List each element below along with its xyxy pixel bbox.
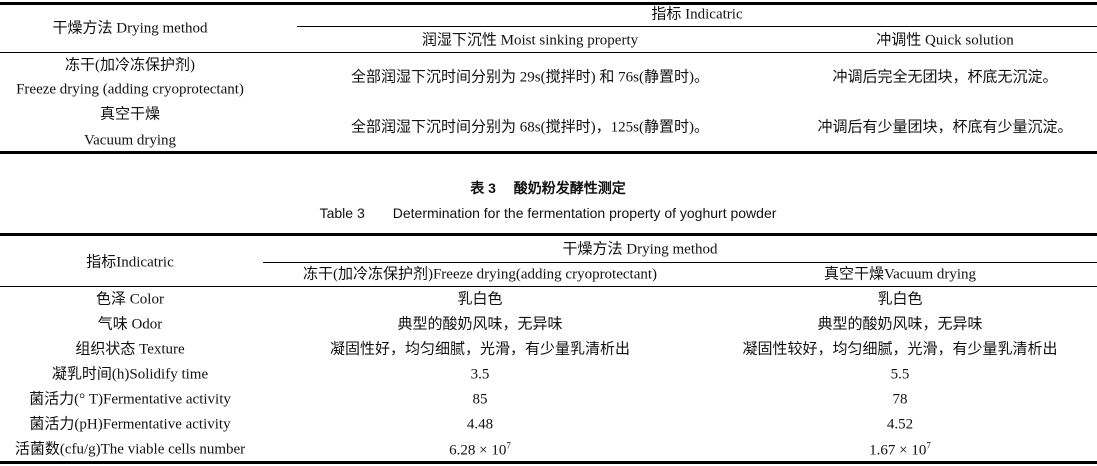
table-caption-cn: 表 3 酸奶粉发酵性测定 (470, 180, 626, 196)
group-rule (297, 26, 1097, 27)
cell-text: 85 (472, 391, 488, 408)
row-method-en: Freeze drying (adding cryoprotectant) (16, 81, 244, 98)
header-rule (0, 52, 1097, 53)
cell-text: 气味 Odor (97, 316, 163, 333)
row-vacuum: 78 (892, 391, 908, 408)
cell-text: 典型的酸奶风味，无异味 (817, 316, 983, 333)
row-label: 组织状态 Texture (75, 341, 185, 358)
cell-text: 活菌数(cfu/g)The viable cells number (14, 441, 246, 458)
row-method-cn: 真空干燥 (99, 106, 161, 123)
row-method-cn: 冻干(加冷冻保护剂) (65, 57, 195, 74)
cell-text: 6.28 × 10 (449, 442, 507, 459)
cell-text: 乳白色 (457, 291, 503, 308)
row-freeze: 典型的酸奶风味，无异味 (397, 316, 563, 333)
group-header-indicatric: 指标 Indicatric (651, 6, 743, 23)
subheader-moist: 润湿下沉性 Moist sinking property (421, 32, 639, 49)
cell-text: 菌活力(° T)Fermentative activity (29, 391, 231, 408)
bottom-rule (0, 151, 1097, 154)
cell-text: 凝乳时间(h)Solidify time (51, 366, 209, 383)
top-rule (0, 2, 1097, 5)
row-label: 气味 Odor (97, 316, 163, 333)
cell-text: 78 (892, 391, 908, 408)
row-label: 菌活力(° T)Fermentative activity (29, 391, 231, 408)
cell-text: 1.67 × 10 (869, 442, 927, 459)
exponent: 7 (506, 440, 511, 451)
row-freeze: 凝固性好，均匀细腻，光滑，有少量乳清析出 (329, 341, 631, 358)
subheader-freeze: 冻干(加冷冻保护剂)Freeze drying(adding cryoprote… (302, 266, 658, 283)
column-header-method: 干燥方法 Drying method (52, 20, 208, 37)
row-vacuum: 4.52 (886, 416, 914, 433)
row-label: 凝乳时间(h)Solidify time (51, 366, 209, 383)
cell-text: 5.5 (890, 366, 910, 383)
group-rule (263, 262, 1097, 263)
row-freeze: 4.48 (466, 416, 494, 433)
row-moist: 全部润湿下沉时间分别为 29s(搅拌时) 和 76s(静置时)。 (351, 69, 709, 86)
row-freeze: 乳白色 (457, 291, 503, 308)
cell-text: 4.52 (886, 416, 914, 433)
row-freeze: 6.28 × 107 (449, 440, 511, 459)
cell-text: 4.48 (466, 416, 494, 433)
row-vacuum: 1.67 × 107 (869, 440, 931, 459)
cell-text: 3.5 (470, 366, 490, 383)
row-freeze: 3.5 (470, 366, 490, 383)
top-rule (0, 233, 1097, 236)
row-method-en: Vacuum drying (83, 132, 177, 149)
cell-text: 组织状态 Texture (75, 341, 185, 358)
cell-text: 乳白色 (877, 291, 923, 308)
row-moist: 全部润湿下沉时间分别为 68s(搅拌时)，125s(静置时)。 (351, 119, 709, 136)
row-quick: 冲调后有少量团块，杯底有少量沉淀。 (817, 119, 1073, 136)
cell-text: 菌活力(pH)Fermentative activity (29, 416, 231, 433)
table-caption-en: Table 3 Determination for the fermentati… (319, 205, 777, 221)
header-rule (0, 286, 1097, 287)
row-quick: 冲调后完全无团块，杯底无沉淀。 (832, 69, 1058, 86)
column-header-indicatric: 指标Indicatric (86, 254, 174, 271)
row-label: 菌活力(pH)Fermentative activity (29, 416, 231, 433)
row-vacuum: 5.5 (890, 366, 910, 383)
subheader-quick: 冲调性 Quick solution (876, 32, 1014, 49)
row-label: 色泽 Color (96, 291, 164, 308)
row-vacuum: 乳白色 (877, 291, 923, 308)
row-label: 活菌数(cfu/g)The viable cells number (14, 441, 246, 458)
cell-text: 凝固性较好，均匀细腻，光滑，有少量乳清析出 (742, 341, 1058, 358)
row-freeze: 85 (472, 391, 488, 408)
cell-text: 色泽 Color (96, 291, 164, 308)
row-vacuum: 典型的酸奶风味，无异味 (817, 316, 983, 333)
group-header-drying-method: 干燥方法 Drying method (562, 241, 718, 258)
subheader-vacuum: 真空干燥Vacuum drying (823, 266, 977, 283)
row-vacuum: 凝固性较好，均匀细腻，光滑，有少量乳清析出 (742, 341, 1058, 358)
cell-text: 典型的酸奶风味，无异味 (397, 316, 563, 333)
bottom-rule (0, 461, 1097, 464)
cell-text: 凝固性好，均匀细腻，光滑，有少量乳清析出 (329, 341, 631, 358)
exponent: 7 (926, 440, 931, 451)
